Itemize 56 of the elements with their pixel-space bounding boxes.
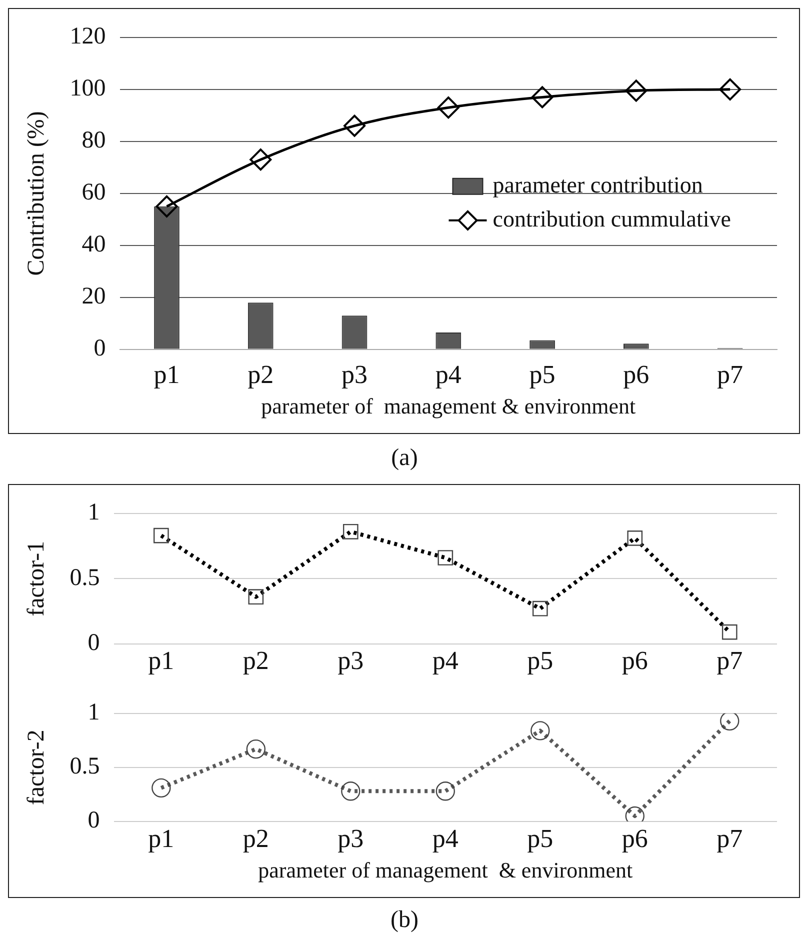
point [250,148,272,171]
x-axis-title: parameter of management & environment [258,858,633,883]
y-tick-label: 0 [94,336,106,362]
x-tick-label: p3 [338,824,364,853]
x-tick-label: p4 [432,824,458,853]
x-tick-label: p1 [148,646,174,676]
x-tick-label: p5 [527,824,554,853]
x-tick-label: p2 [242,824,269,853]
point [719,78,742,100]
y-tick-label: 1 [88,500,100,526]
legend-label: contribution cummulative [492,206,732,232]
y-tick-label: 20 [82,284,106,310]
y-axis-title: Contribution (%) [24,111,50,276]
x-tick-label: p1 [148,824,174,853]
x-tick-label: p5 [529,360,556,389]
y-tick-label: 0.5 [70,564,100,591]
x-axis-title: parameter of management & environment [261,394,636,419]
legend-label: parameter contribution [492,172,704,198]
y-axis-title: factor-1 [24,540,50,616]
point [152,778,171,798]
x-tick-label: p7 [717,360,744,389]
y-tick-label: 40 [82,232,106,258]
point [530,721,550,740]
y-tick-label: 120 [70,24,106,50]
x-tick-label: p2 [242,646,269,676]
y-tick-label: 0 [88,630,100,656]
x-tick-label: p6 [622,646,648,676]
point [437,96,460,119]
x-tick-label: p3 [338,646,364,676]
y-tick-label: 80 [82,128,106,154]
point [720,713,740,731]
x-tick-label: p5 [527,646,554,676]
y-tick-label: 100 [70,76,106,102]
x-tick-label: p3 [342,360,368,389]
y-tick-label: 0.5 [70,754,100,780]
x-tick-label: p7 [716,824,743,853]
text: (b) [390,907,420,934]
point [625,80,648,102]
point [436,782,455,801]
point [341,782,360,801]
point [344,114,366,137]
y-tick-label: 60 [82,180,106,206]
point [156,195,178,218]
x-tick-label: p4 [435,360,462,389]
x-tick-label: p6 [623,360,650,389]
y-axis-title: factor-2 [24,730,50,806]
point [531,86,554,108]
text: (a) [390,445,419,472]
y-tick-label: 0 [88,808,100,834]
x-tick-label: p4 [432,646,458,676]
x-tick-label: p7 [716,646,743,676]
x-tick-label: p2 [248,360,274,389]
y-tick-label: 1 [88,700,100,726]
point [246,739,266,759]
x-tick-label: p1 [154,360,180,389]
x-tick-label: p6 [622,824,648,853]
